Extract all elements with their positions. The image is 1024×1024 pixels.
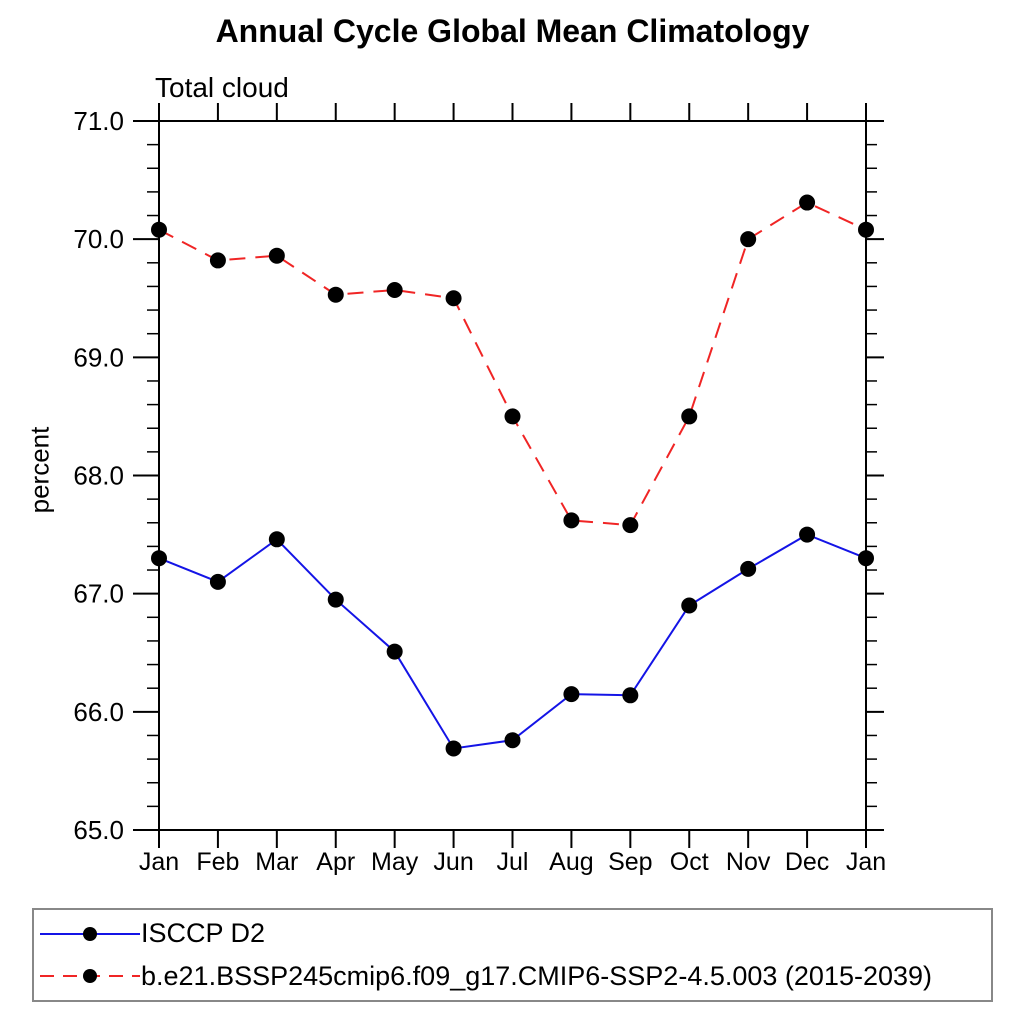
x-tick-label: Jan — [846, 848, 886, 876]
data-point-marker-s0-10 — [740, 560, 757, 577]
y-tick-label: 65.0 — [73, 815, 124, 845]
data-point-marker-s1-12 — [858, 221, 874, 238]
legend-sample-dashed-line-with-dot-icon — [40, 969, 140, 984]
legend-sample-solid-line-with-dot-icon — [40, 926, 140, 941]
data-point-marker-s1-10 — [740, 231, 757, 248]
data-point-marker-s1-6 — [504, 408, 521, 425]
data-point-marker-s1-3 — [327, 286, 344, 303]
data-point-marker-s0-11 — [799, 526, 816, 543]
data-point-marker-s1-4 — [386, 281, 403, 298]
data-point-marker-s1-11 — [799, 194, 816, 211]
data-point-marker-s0-12 — [858, 550, 874, 567]
data-point-marker-s0-5 — [445, 740, 462, 757]
data-point-marker-s0-1 — [209, 573, 226, 590]
data-point-marker-s1-9 — [681, 408, 698, 425]
x-tick-label: Jan — [139, 848, 179, 876]
chart-title: Annual Cycle Global Mean Climatology — [215, 13, 810, 49]
x-tick-label: May — [371, 848, 419, 876]
data-point-marker-s0-6 — [504, 732, 521, 749]
y-tick-label: 71.0 — [73, 106, 124, 136]
x-tick-label: Sep — [608, 848, 652, 876]
y-tick-label: 70.0 — [73, 224, 124, 254]
y-axis-title: percent — [24, 426, 55, 514]
data-point-marker-s1-2 — [268, 247, 285, 264]
data-point-marker-s0-2 — [268, 531, 285, 548]
x-tick-label: Apr — [316, 848, 355, 876]
data-point-marker-s0-3 — [327, 591, 344, 608]
legend-row-isccp: ISCCP D2 — [39, 915, 991, 953]
x-tick-label: Jun — [433, 848, 473, 876]
data-point-marker-s1-5 — [445, 290, 462, 307]
data-point-marker-s1-1 — [209, 252, 226, 269]
data-point-marker-s1-7 — [563, 512, 580, 529]
data-point-marker-s0-7 — [563, 686, 580, 703]
series-line-0 — [158, 533, 867, 750]
y-tick-label: 66.0 — [73, 697, 124, 727]
x-tick-label: Oct — [670, 848, 709, 876]
series-line-1 — [158, 201, 867, 527]
x-tick-label: Feb — [196, 848, 239, 876]
plot-frame — [158, 120, 867, 831]
legend-box: ISCCP D2 b.e21.BSSP245cmip6.f09_g17.CMIP… — [32, 908, 993, 1002]
y-tick-label: 67.0 — [73, 579, 124, 609]
data-point-marker-s1-0 — [151, 221, 167, 238]
y-tick-label: 68.0 — [73, 461, 124, 491]
legend-label-model: b.e21.BSSP245cmip6.f09_g17.CMIP6-SSP2-4.… — [141, 960, 933, 991]
data-point-marker-s0-8 — [622, 687, 639, 704]
x-tick-label: Dec — [785, 848, 829, 876]
data-point-marker-s0-0 — [151, 550, 167, 567]
x-tick-label: Nov — [726, 848, 771, 876]
x-tick-label: Jul — [497, 848, 529, 876]
x-tick-label: Aug — [549, 848, 593, 876]
x-tick-label: Mar — [255, 848, 298, 876]
data-point-marker-s0-4 — [386, 643, 403, 660]
data-point-marker-s1-8 — [622, 517, 639, 534]
y-tick-label: 69.0 — [73, 342, 124, 372]
data-point-marker-s0-9 — [681, 597, 698, 614]
legend-row-model: b.e21.BSSP245cmip6.f09_g17.CMIP6-SSP2-4.… — [39, 957, 991, 995]
legend-label-isccp: ISCCP D2 — [141, 918, 266, 949]
chart-subtitle: Total cloud — [155, 72, 289, 103]
